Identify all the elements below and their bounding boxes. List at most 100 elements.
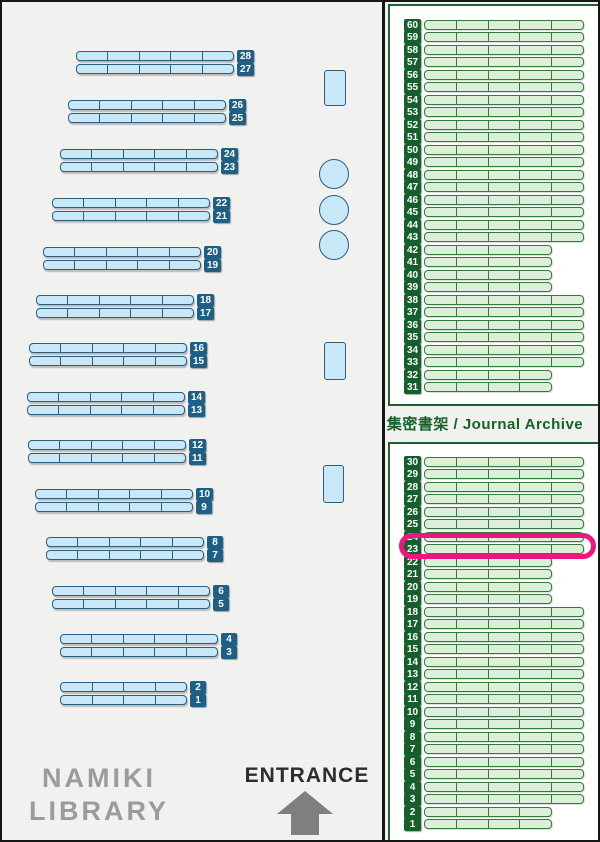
shelf-segments bbox=[424, 32, 584, 42]
shelf-cell bbox=[489, 508, 521, 516]
shelf-cell bbox=[457, 820, 489, 828]
shelf-cell bbox=[552, 733, 583, 741]
shelf-cell bbox=[179, 600, 209, 608]
shelf-cell bbox=[520, 196, 553, 204]
shelf-cell bbox=[425, 158, 457, 166]
shelf-cell bbox=[425, 183, 457, 191]
shelf-cell bbox=[203, 65, 233, 73]
shelf-cell bbox=[520, 545, 553, 553]
shelf-cell bbox=[457, 545, 489, 553]
shelf-cell bbox=[154, 406, 184, 414]
shelf-row-27: 27 bbox=[76, 62, 255, 76]
shelf-label-3: 3 bbox=[221, 645, 237, 659]
shelf-cell bbox=[489, 570, 521, 578]
shelf-cell bbox=[520, 96, 553, 104]
shelf-segments bbox=[424, 57, 584, 67]
shelf-cell bbox=[457, 595, 489, 603]
shelf-cell bbox=[116, 600, 148, 608]
shelf-cell bbox=[124, 163, 156, 171]
shelf-segments bbox=[424, 582, 552, 592]
shelf-cell bbox=[457, 308, 489, 316]
shelf-cell bbox=[457, 795, 489, 803]
shelf-row-41: 41 bbox=[404, 255, 552, 269]
shelf-cell bbox=[75, 248, 107, 256]
shelf-cell bbox=[489, 46, 521, 54]
shelf-segments bbox=[424, 257, 552, 267]
shelf-cell bbox=[28, 393, 60, 401]
shelf-row-2: 2 bbox=[60, 680, 206, 694]
shelf-cell bbox=[552, 508, 583, 516]
shelf-cell bbox=[107, 248, 139, 256]
shelf-cell bbox=[59, 406, 91, 414]
shelf-cell bbox=[61, 648, 93, 656]
shelf-cell bbox=[520, 21, 553, 29]
library-name-line2: LIBRARY bbox=[29, 796, 169, 826]
shelf-cell bbox=[457, 733, 489, 741]
shelf-cell bbox=[489, 271, 521, 279]
shelf-cell bbox=[99, 503, 131, 511]
shelf-row-6: 6 bbox=[404, 755, 584, 769]
shelf-row-26: 26 bbox=[404, 505, 584, 519]
shelf-cell bbox=[489, 783, 521, 791]
shelf-cell bbox=[425, 96, 457, 104]
shelf-cell bbox=[140, 65, 172, 73]
shelf-cell bbox=[552, 470, 583, 478]
shelf-label-21: 21 bbox=[404, 567, 421, 581]
shelf-row-13: 13 bbox=[27, 403, 206, 417]
shelf-cell bbox=[425, 470, 457, 478]
shelf-segments bbox=[424, 644, 584, 654]
shelf-cell bbox=[457, 58, 489, 66]
shelf-segments bbox=[424, 457, 584, 467]
shelf-cell bbox=[116, 587, 148, 595]
shelf-cell bbox=[552, 708, 583, 716]
shelf-row-51: 51 bbox=[404, 130, 584, 144]
shelf-cell bbox=[552, 620, 583, 628]
shelf-label-26: 26 bbox=[404, 505, 421, 519]
shelf-cell bbox=[489, 670, 521, 678]
shelf-segments bbox=[424, 494, 584, 504]
shelf-segments bbox=[424, 619, 584, 629]
shelf-cell bbox=[457, 258, 489, 266]
shelf-cell bbox=[552, 133, 583, 141]
shelf-row-25: 25 bbox=[68, 111, 247, 125]
shelf-cell bbox=[552, 670, 583, 678]
shelf-segments bbox=[424, 95, 584, 105]
shelf-label-37: 37 bbox=[404, 305, 421, 319]
shelf-cell bbox=[457, 520, 489, 528]
shelf-cell bbox=[457, 146, 489, 154]
shelf-cell bbox=[92, 441, 124, 449]
shelf-row-16: 16 bbox=[29, 341, 208, 355]
shelf-cell bbox=[141, 551, 173, 559]
shelf-cell bbox=[457, 346, 489, 354]
shelf-label-15: 15 bbox=[190, 354, 208, 368]
shelf-cell bbox=[552, 196, 583, 204]
shelf-cell bbox=[520, 808, 551, 816]
shelf-segments bbox=[27, 405, 185, 415]
shelf-label-45: 45 bbox=[404, 205, 421, 219]
shelf-cell bbox=[552, 71, 583, 79]
shelf-cell bbox=[520, 71, 553, 79]
shelf-cell bbox=[425, 620, 457, 628]
shelf-cell bbox=[552, 158, 583, 166]
shelf-cell bbox=[61, 150, 93, 158]
library-name-line1: NAMIKI bbox=[42, 763, 156, 793]
shelf-label-2: 2 bbox=[404, 805, 421, 819]
shelf-cell bbox=[425, 133, 457, 141]
shelf-cell bbox=[489, 495, 521, 503]
shelf-cell bbox=[489, 458, 521, 466]
shelf-label-25: 25 bbox=[229, 111, 247, 125]
shelf-cell bbox=[68, 296, 100, 304]
shelf-segments bbox=[424, 807, 552, 817]
shelf-cell bbox=[156, 344, 186, 352]
shelf-row-18: 18 bbox=[404, 605, 584, 619]
shelf-cell bbox=[520, 570, 551, 578]
shelf-label-35: 35 bbox=[404, 330, 421, 344]
shelf-cell bbox=[489, 770, 521, 778]
entrance-up-arrow-shaft bbox=[291, 813, 319, 835]
shelf-label-13: 13 bbox=[404, 667, 421, 681]
shelf-row-3: 3 bbox=[404, 792, 584, 806]
shelf-segments bbox=[424, 295, 584, 305]
shelf-label-47: 47 bbox=[404, 180, 421, 194]
shelf-cell bbox=[100, 296, 132, 304]
shelf-segments bbox=[424, 307, 584, 317]
